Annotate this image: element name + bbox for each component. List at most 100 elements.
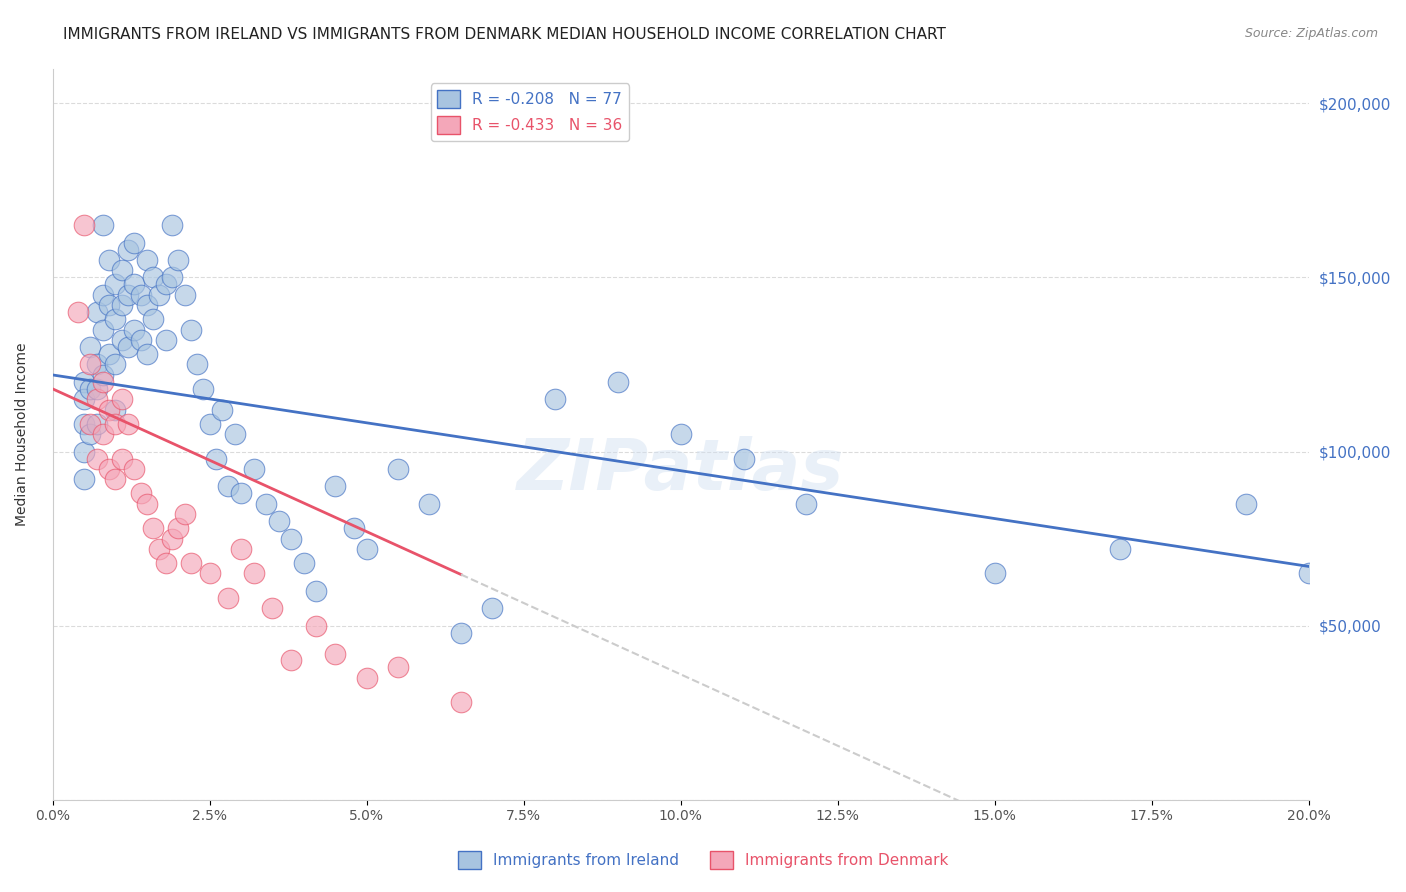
Legend: R = -0.208   N = 77, R = -0.433   N = 36: R = -0.208 N = 77, R = -0.433 N = 36: [432, 84, 628, 141]
Point: [262, 601, 284, 615]
Point: [122, 462, 145, 476]
Point: [305, 618, 328, 632]
Point: [356, 542, 378, 557]
Point: [66, 305, 89, 319]
Point: [544, 392, 567, 407]
Point: [669, 427, 692, 442]
Point: [135, 253, 157, 268]
Point: [323, 647, 346, 661]
Point: [450, 625, 472, 640]
Point: [91, 427, 114, 442]
Point: [387, 462, 409, 476]
Point: [129, 333, 152, 347]
Point: [117, 340, 139, 354]
Point: [104, 472, 127, 486]
Legend: Immigrants from Ireland, Immigrants from Denmark: Immigrants from Ireland, Immigrants from…: [451, 845, 955, 875]
Point: [111, 392, 134, 407]
Point: [173, 288, 195, 302]
Y-axis label: Median Household Income: Median Household Income: [15, 343, 30, 526]
Point: [155, 277, 177, 292]
Point: [267, 514, 290, 528]
Point: [86, 417, 108, 431]
Point: [142, 270, 165, 285]
Point: [160, 532, 183, 546]
Point: [98, 462, 121, 476]
Point: [79, 382, 101, 396]
Point: [104, 312, 127, 326]
Point: [305, 583, 328, 598]
Point: [1109, 542, 1132, 557]
Point: [135, 298, 157, 312]
Point: [117, 417, 139, 431]
Point: [91, 218, 114, 232]
Point: [323, 479, 346, 493]
Point: [254, 497, 277, 511]
Point: [104, 402, 127, 417]
Point: [160, 218, 183, 232]
Point: [98, 402, 121, 417]
Point: [111, 298, 134, 312]
Point: [218, 591, 240, 605]
Point: [86, 392, 108, 407]
Point: [167, 253, 190, 268]
Point: [135, 497, 157, 511]
Point: [111, 333, 134, 347]
Point: [481, 601, 503, 615]
Point: [148, 542, 170, 557]
Point: [218, 479, 240, 493]
Point: [73, 417, 96, 431]
Point: [129, 486, 152, 500]
Point: [86, 382, 108, 396]
Point: [418, 497, 440, 511]
Point: [180, 323, 202, 337]
Point: [122, 323, 145, 337]
Point: [356, 671, 378, 685]
Point: [79, 427, 101, 442]
Point: [73, 472, 96, 486]
Point: [387, 660, 409, 674]
Point: [242, 462, 264, 476]
Point: [198, 417, 221, 431]
Point: [91, 375, 114, 389]
Point: [155, 556, 177, 570]
Point: [86, 358, 108, 372]
Point: [160, 270, 183, 285]
Point: [98, 347, 121, 361]
Point: [186, 358, 208, 372]
Point: [211, 402, 233, 417]
Point: [129, 288, 152, 302]
Point: [180, 556, 202, 570]
Point: [73, 444, 96, 458]
Point: [86, 305, 108, 319]
Point: [292, 556, 315, 570]
Point: [91, 288, 114, 302]
Point: [79, 417, 101, 431]
Point: [79, 358, 101, 372]
Point: [79, 340, 101, 354]
Point: [984, 566, 1007, 581]
Point: [122, 277, 145, 292]
Point: [733, 451, 755, 466]
Point: [91, 368, 114, 382]
Point: [607, 375, 630, 389]
Point: [111, 263, 134, 277]
Point: [1298, 566, 1320, 581]
Point: [229, 542, 252, 557]
Point: [91, 323, 114, 337]
Point: [450, 695, 472, 709]
Point: [111, 451, 134, 466]
Point: [155, 333, 177, 347]
Point: [73, 218, 96, 232]
Point: [117, 243, 139, 257]
Point: [73, 392, 96, 407]
Point: [104, 358, 127, 372]
Text: Source: ZipAtlas.com: Source: ZipAtlas.com: [1244, 27, 1378, 40]
Point: [135, 347, 157, 361]
Point: [242, 566, 264, 581]
Text: IMMIGRANTS FROM IRELAND VS IMMIGRANTS FROM DENMARK MEDIAN HOUSEHOLD INCOME CORRE: IMMIGRANTS FROM IRELAND VS IMMIGRANTS FR…: [63, 27, 946, 42]
Point: [343, 521, 366, 535]
Point: [142, 521, 165, 535]
Point: [193, 382, 215, 396]
Point: [117, 288, 139, 302]
Point: [280, 653, 302, 667]
